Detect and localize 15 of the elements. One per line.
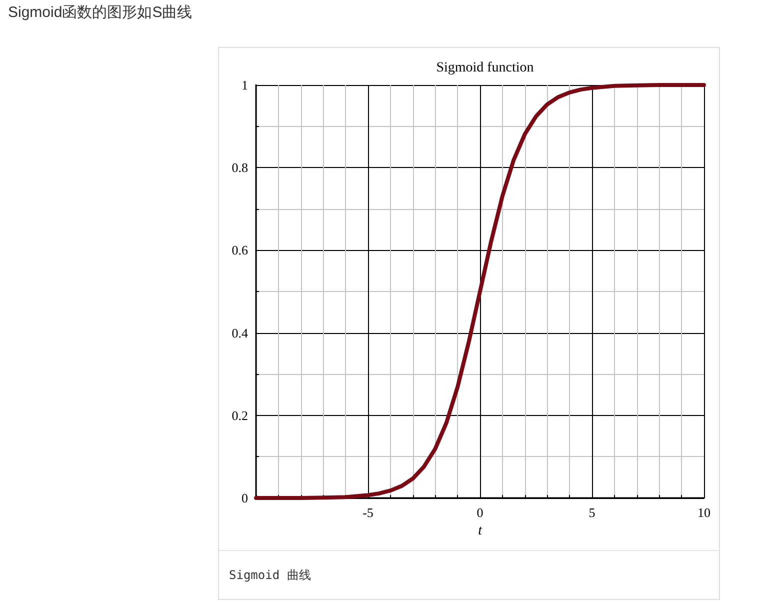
text: Sigmoid函数的图形如S曲线 [8, 3, 192, 22]
y-tick-label: 0.8 [232, 160, 248, 176]
x-tick-label: 10 [698, 505, 710, 520]
y-tick-label: 0.6 [232, 242, 248, 258]
y-tick-label: 0 [242, 490, 248, 506]
text: Sigmoid 曲线 [219, 550, 719, 599]
line-series [254, 83, 706, 500]
x-tick-label: -5 [362, 505, 374, 520]
x-axis-title: t [478, 523, 484, 538]
x-tick-label: 5 [588, 505, 596, 520]
y-tick-label: 0.4 [232, 325, 248, 340]
y-tick-label: 0.2 [232, 408, 248, 423]
y-tick-label: 1 [242, 78, 248, 92]
chart-title: Sigmoid function [436, 60, 534, 76]
x-tick-label: 0 [476, 505, 484, 520]
